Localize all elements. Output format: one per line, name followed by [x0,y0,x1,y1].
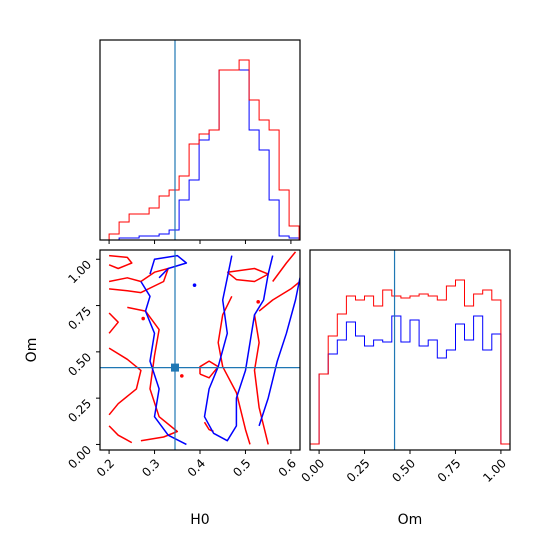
joint-xtick-label-2: 0.4 [185,456,208,479]
joint-contours [108,251,300,446]
contour-0-11 [258,280,300,312]
joint-xtick-label-0: 0.2 [94,456,117,479]
h0-histograms [108,59,300,241]
joint-ytick-label-3: 0.75 [65,304,94,333]
contour-0-10 [272,251,297,282]
joint-ytick-label-0: 0.00 [65,443,94,472]
contour-1-1 [140,281,187,446]
om-xtick-label-4: 1.00 [480,456,509,485]
joint-ytick-label-4: 1.00 [65,257,94,286]
om-marginal-panel: 0.00 0.25 0.50 0.75 1.00 Om [298,249,511,528]
joint-xtick-label-4: 0.6 [276,456,299,479]
om-xtick-label-0: 0.00 [298,456,327,485]
om-xtick-label-2: 0.50 [389,456,418,485]
joint-yticks: 0.00 0.25 0.50 0.75 1.00 [65,257,100,471]
om-xtick-label-1: 0.25 [344,456,373,485]
om-hist-1 [309,279,511,450]
joint-ytick-label-2: 0.50 [65,350,94,379]
contour-0-8 [226,267,269,283]
h0-marginal-ticks [108,240,292,244]
contour-dot-1-0 [192,283,197,287]
contour-0-12 [253,314,269,445]
h0-hist-1 [108,59,300,240]
om-hist-0 [309,315,511,450]
contour-1-0 [149,254,188,279]
joint-xtick-label-3: 0.5 [230,456,253,479]
h0-marginal-panel [99,39,301,244]
contour-0-4 [108,347,142,416]
contour-1-2 [203,255,274,442]
om-xtick-label-3: 0.75 [435,456,464,485]
h0-axis-label: H0 [190,512,209,528]
om-xticks: 0.00 0.25 0.50 0.75 1.00 [298,450,509,485]
contour-dot-0-1 [256,300,260,304]
joint-frame [99,249,301,451]
contour-0-0 [108,254,133,270]
contour-dot-0-2 [180,374,184,378]
om-axis-label: Om [24,338,40,363]
contour-0-2 [108,312,119,334]
contour-dot-0-0 [141,316,145,321]
om-marginal-axis-label: Om [398,512,423,528]
om-marginal-frame [309,249,511,451]
joint-xticks: 0.2 0.3 0.4 0.5 0.6 [94,450,299,480]
joint-ytick-label-1: 0.25 [65,396,94,425]
contour-0-9 [217,295,251,445]
h0-hist-0 [109,69,300,241]
joint-contour-layer [108,251,300,446]
joint-panel: 0.2 0.3 0.4 0.5 0.6 0.000.250.500.751.00 H0 … [24,249,301,528]
contour-0-1 [108,267,169,294]
contour-1-3 [258,277,300,427]
joint-truth-marker [171,363,179,372]
joint-xtick-label-1: 0.3 [139,456,162,479]
contour-0-5 [108,425,133,444]
om-histograms [309,279,511,450]
